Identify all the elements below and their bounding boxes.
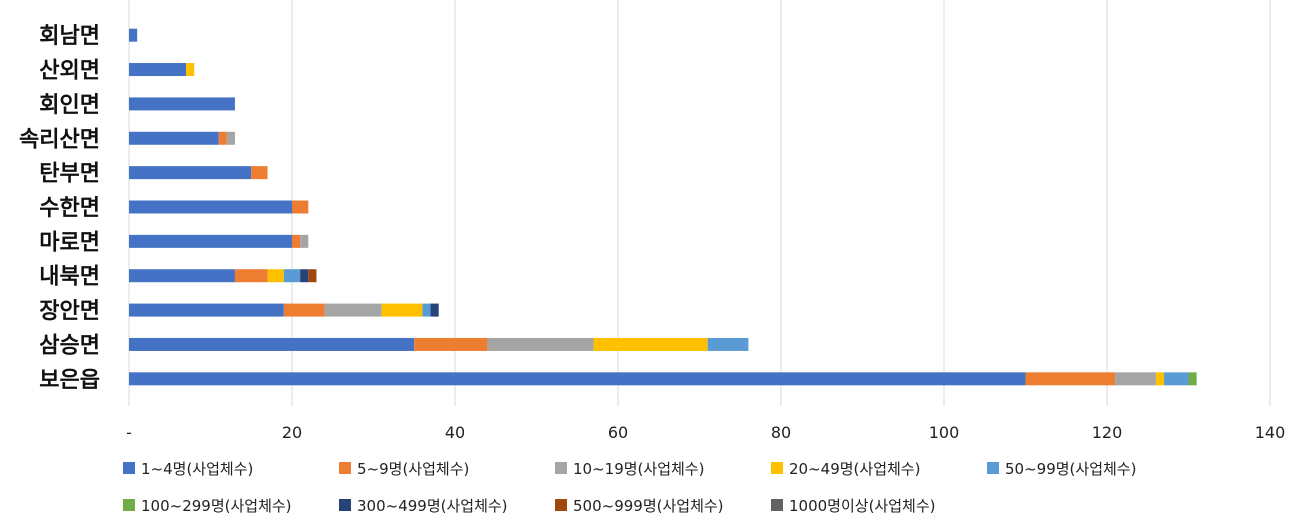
- category-label: 내북면: [39, 265, 100, 290]
- bar-segment: [129, 28, 138, 42]
- legend-label: 10~19명(사업체수): [573, 460, 704, 478]
- legend-swatch: [339, 499, 351, 511]
- x-tick-label: 80: [771, 423, 791, 442]
- bar-segment: [129, 63, 187, 77]
- bar-segment: [381, 303, 423, 317]
- bar-segment: [129, 234, 292, 248]
- x-axis-tick-labels: - 20 40 60 80 100 120 140: [126, 423, 1285, 442]
- bar-segment: [308, 269, 317, 283]
- category-label: 마로면: [39, 230, 100, 255]
- x-tick-label: 140: [1255, 423, 1286, 442]
- bar-segment: [1188, 372, 1197, 386]
- bar-segment: [1155, 372, 1165, 386]
- x-tick-label: 40: [445, 423, 465, 442]
- legend-label: 300~499명(사업체수): [357, 497, 508, 515]
- legend-swatch: [771, 462, 783, 474]
- bars: [129, 28, 1197, 386]
- bar-segment: [251, 166, 268, 180]
- category-label: 삼승면: [39, 333, 100, 358]
- legend-label: 5~9명(사업체수): [357, 460, 469, 478]
- legend-swatch: [123, 499, 135, 511]
- legend-item: 300~499명(사업체수): [339, 497, 508, 515]
- x-tick-label: 100: [929, 423, 960, 442]
- gridlines: [128, 0, 1271, 406]
- category-label: 회인면: [39, 93, 100, 118]
- bar-segment: [414, 337, 488, 351]
- legend-swatch: [987, 462, 999, 474]
- legend-label: 20~49명(사업체수): [789, 460, 920, 478]
- legend-swatch: [339, 462, 351, 474]
- bar-segment: [487, 337, 594, 351]
- bar-segment: [226, 131, 235, 145]
- category-label: 산외면: [39, 59, 100, 84]
- bar-segment: [283, 303, 325, 317]
- category-label: 수한면: [39, 196, 100, 221]
- bar-segment: [283, 269, 301, 283]
- legend-label: 1~4명(사업체수): [141, 460, 253, 478]
- legend-item: 100~299명(사업체수): [123, 497, 292, 515]
- legend-label: 50~99명(사업체수): [1005, 460, 1136, 478]
- bar-segment: [430, 303, 439, 317]
- bar-segment: [218, 131, 227, 145]
- bar-segment: [234, 269, 268, 283]
- bar-segment: [129, 200, 292, 214]
- bar-segment: [422, 303, 431, 317]
- bar-segment: [129, 269, 235, 283]
- bar-segment: [1115, 372, 1156, 386]
- category-label: 장안면: [39, 299, 100, 324]
- legend-item: 500~999명(사업체수): [555, 497, 724, 515]
- bar-segment: [129, 97, 235, 111]
- legend-item: 5~9명(사업체수): [339, 460, 469, 478]
- bar-segment: [300, 269, 309, 283]
- bar-segment: [1025, 372, 1116, 386]
- bar-segment: [129, 303, 284, 317]
- legend-swatch: [555, 499, 567, 511]
- legend-swatch: [123, 462, 135, 474]
- legend-item: 1~4명(사업체수): [123, 460, 253, 478]
- legend-label: 100~299명(사업체수): [141, 497, 292, 515]
- bar-segment: [129, 131, 219, 145]
- x-tick-label: -: [126, 423, 132, 442]
- legend-item: 1000명이상(사업체수): [771, 497, 935, 515]
- bar-segment: [324, 303, 382, 317]
- category-label: 보은읍: [39, 368, 100, 393]
- legend-swatch: [555, 462, 567, 474]
- legend-item: 50~99명(사업체수): [987, 460, 1136, 478]
- x-tick-label: 120: [1092, 423, 1123, 442]
- bar-segment: [267, 269, 284, 283]
- bar-segment: [292, 234, 301, 248]
- bar-segment: [1164, 372, 1189, 386]
- bar-segment: [707, 337, 749, 351]
- legend-swatch: [771, 499, 783, 511]
- category-label: 속리산면: [19, 127, 100, 152]
- bar-segment: [300, 234, 309, 248]
- bar-segment: [186, 63, 195, 77]
- bar-segment: [129, 372, 1026, 386]
- category-label: 회남면: [39, 24, 100, 49]
- bar-segment: [129, 337, 415, 351]
- x-tick-label: 60: [608, 423, 628, 442]
- x-tick-label: 20: [282, 423, 302, 442]
- legend-label: 500~999명(사업체수): [573, 497, 724, 515]
- bar-segment: [593, 337, 708, 351]
- legend-item: 20~49명(사업체수): [771, 460, 920, 478]
- legend-label: 1000명이상(사업체수): [789, 497, 935, 515]
- legend: 1~4명(사업체수) 5~9명(사업체수) 10~19명(사업체수) 20~49명(사…: [123, 460, 1136, 515]
- bar-segment: [129, 166, 252, 180]
- legend-item: 10~19명(사업체수): [555, 460, 704, 478]
- category-label: 탄부면: [39, 162, 100, 187]
- bar-segment: [292, 200, 309, 214]
